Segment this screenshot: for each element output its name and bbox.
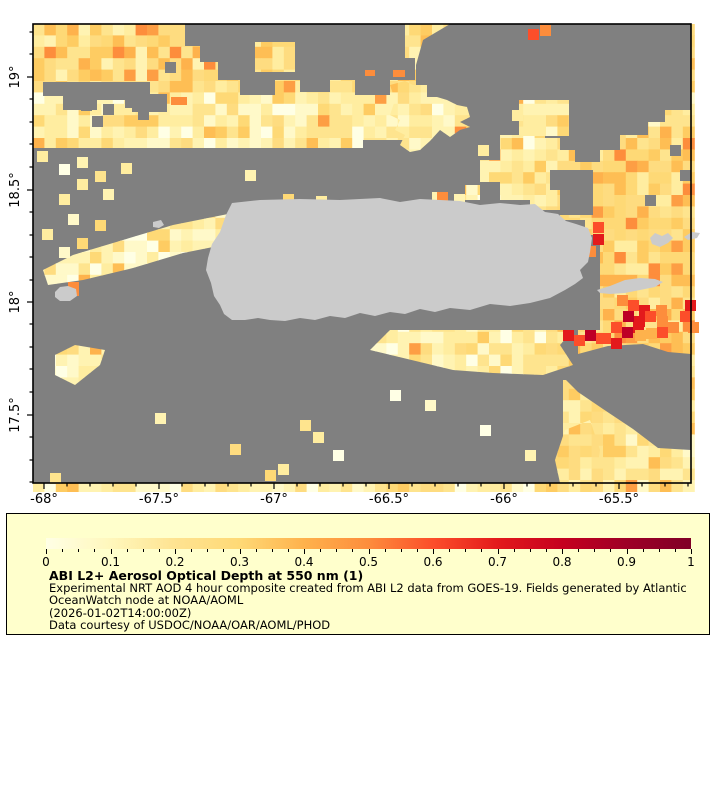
y-axis-label: 18° — [8, 290, 23, 313]
aod-patch — [255, 42, 295, 72]
axes — [27, 31, 689, 489]
colorbar-minor-tick — [658, 549, 660, 552]
colorbar-minor-tick — [481, 549, 483, 552]
colorbar-major-tick — [562, 549, 563, 554]
colorbar-tick-label: 0.1 — [100, 555, 121, 569]
island-layer — [55, 198, 700, 321]
colorbar-major-tick — [433, 549, 434, 554]
colorbar-minor-tick — [594, 549, 596, 552]
x-axis-label: -66° — [490, 492, 518, 507]
colorbar-minor-tick — [449, 549, 451, 552]
colorbar-minor-tick — [674, 549, 676, 552]
colorbar-gradient — [46, 538, 691, 549]
colorbar-minor-tick — [529, 549, 531, 552]
cloud-region — [550, 170, 593, 215]
colorbar-minor-tick — [158, 549, 160, 552]
colorbar-minor-tick — [320, 549, 322, 552]
x-axis-label: -68° — [30, 492, 58, 507]
y-axis-label: 19° — [8, 65, 23, 88]
map-border — [32, 23, 692, 484]
legend-panel: 0 0.1 0.2 0.3 0.4 0.5 0.6 0.7 0.8 0.9 1 ABI L2+ Ae… — [6, 513, 710, 635]
island-silhouette — [597, 278, 663, 294]
x-axis-label: -67° — [260, 492, 288, 507]
legend-line-2: OceanWatch node at NOAA/AOML — [49, 593, 244, 608]
legend-line-1: Experimental NRT AOD 4 hour composite cr… — [49, 581, 687, 595]
colorbar-minor-tick — [400, 549, 402, 552]
x-axis-label: -67.5° — [139, 492, 179, 507]
colorbar-minor-tick — [465, 549, 467, 552]
colorbar-minor-tick — [384, 549, 386, 552]
colorbar-tick-label: 0.3 — [229, 555, 250, 569]
colorbar-tick-label: 0.7 — [487, 555, 508, 569]
colorbar-major-tick — [110, 549, 112, 554]
x-axis-label: -66.5° — [369, 492, 409, 507]
x-axis-label: -65.5° — [599, 492, 639, 507]
colorbar-major-tick — [368, 549, 370, 554]
colorbar-tick-label: 0 — [42, 555, 50, 569]
colorbar-minor-tick — [416, 549, 418, 552]
colorbar-minor-tick — [191, 549, 193, 552]
y-axis-label: 18.5° — [8, 172, 23, 207]
colorbar-major-tick — [175, 549, 176, 554]
colorbar-major-tick — [46, 549, 47, 554]
colorbar-major-tick — [304, 549, 305, 554]
colorbar-minor-tick — [94, 549, 96, 552]
colorbar-tick-label: 0.5 — [358, 555, 379, 569]
colorbar-minor-tick — [513, 549, 515, 552]
colorbar-minor-tick — [610, 549, 612, 552]
cloud-region — [543, 338, 691, 450]
colorbar-minor-tick — [255, 549, 257, 552]
colorbar-tick-label: 0.8 — [552, 555, 572, 569]
legend-title: ABI L2+ Aerosol Optical Depth at 550 nm … — [49, 568, 364, 583]
colorbar-major-tick — [497, 549, 499, 554]
map-figure: -68° -67.5° -67° -66.5° -66° -65.5° 19° 18.5° 18… — [8, 23, 700, 507]
colorbar-major-tick — [239, 549, 241, 554]
colorbar-minor-tick — [223, 549, 225, 552]
aod-patch — [519, 100, 569, 136]
colorbar-minor-tick — [126, 549, 128, 552]
colorbar-minor-tick — [207, 549, 209, 552]
colorbar-minor-tick — [78, 549, 80, 552]
colorbar-tick-label: 0.6 — [423, 555, 443, 569]
colorbar-minor-tick — [352, 549, 354, 552]
colorbar-minor-tick — [578, 549, 580, 552]
legend-line-4: Data courtesy of USDOC/NOAA/OAR/AOML/PHO… — [49, 618, 331, 633]
colorbar-minor-tick — [336, 549, 338, 552]
legend-line-3: (2026-01-02T14:00:00Z) — [49, 605, 192, 620]
axis-labels: -68° -67.5° -67° -66.5° -66° -65.5° 19° 18.5° 18… — [8, 65, 639, 507]
colorbar-tick-label: 1 — [687, 555, 695, 569]
island-silhouette — [684, 232, 700, 240]
island-silhouette — [153, 220, 164, 228]
colorbar-tick-label: 0.4 — [294, 555, 314, 569]
y-axis-label: 17.5° — [8, 397, 23, 432]
island-silhouette — [650, 233, 673, 247]
colorbar-minor-tick — [271, 549, 273, 552]
colorbar-minor-tick — [287, 549, 289, 552]
legend-text-block: ABI L2+ Aerosol Optical Depth at 550 nm … — [49, 569, 687, 632]
colorbar-minor-tick — [62, 549, 64, 552]
colorbar-tick-label: 0.9 — [616, 555, 637, 569]
colorbar-tick-label: 0.2 — [165, 555, 185, 569]
colorbar-minor-tick — [142, 549, 144, 552]
gray-dot-layer — [81, 62, 691, 206]
colorbar-minor-tick — [642, 549, 644, 552]
colorbar-major-tick — [626, 549, 628, 554]
island-silhouette — [55, 286, 77, 301]
colorbar-major-tick — [691, 549, 692, 554]
island-silhouette — [206, 198, 592, 321]
cloud-region — [185, 24, 415, 95]
colorbar-minor-tick — [545, 549, 547, 552]
